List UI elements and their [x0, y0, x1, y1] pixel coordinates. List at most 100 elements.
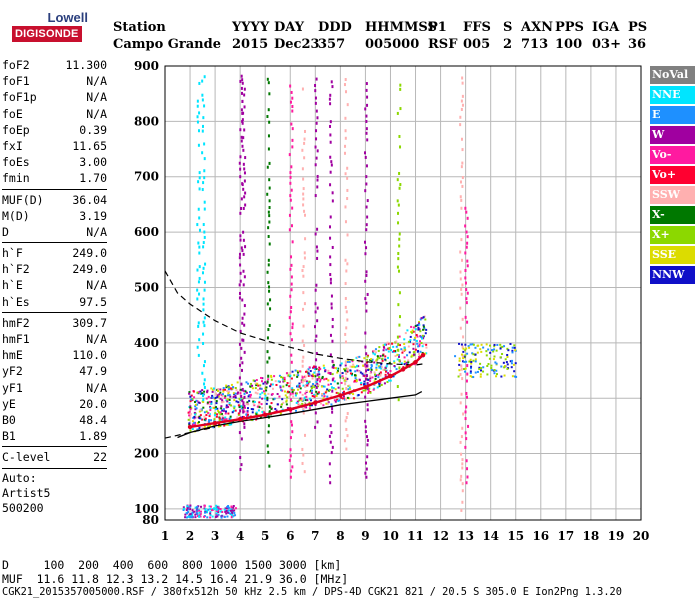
- f2-echo-dot: [228, 393, 231, 396]
- streak-dot: [304, 237, 307, 241]
- f2-echo-dot: [313, 395, 316, 398]
- streak-dot: [461, 94, 464, 98]
- streak-dot: [239, 363, 242, 367]
- es-echo-dot: [230, 505, 233, 508]
- streak-dot: [290, 353, 293, 357]
- streak-dot: [268, 410, 271, 414]
- f2-echo-dot: [228, 423, 231, 426]
- f2-echo-dot: [313, 386, 316, 389]
- f2-echo-dot: [403, 346, 406, 349]
- cluster-echo-dot: [463, 360, 466, 363]
- f2-echo-dot: [424, 318, 427, 321]
- header-value-cell: 2015: [232, 37, 269, 52]
- f2-echo-dot: [412, 347, 415, 350]
- f2-echo-dot: [309, 370, 312, 373]
- param-separator: [2, 311, 107, 313]
- f2-echo-dot: [354, 377, 357, 380]
- f2-echo-dot: [246, 410, 249, 413]
- es-echo-dot: [206, 516, 209, 519]
- streak-dot: [240, 139, 243, 143]
- streak-dot: [466, 320, 469, 324]
- streak-dot: [303, 256, 306, 260]
- f2-echo-dot: [246, 411, 249, 414]
- f2-echo-dot: [205, 397, 208, 400]
- param-label: h`F: [2, 246, 23, 261]
- param-label: B0: [2, 412, 16, 427]
- o-trace-point: [400, 367, 406, 372]
- f2-echo-dot: [196, 400, 199, 403]
- f2-echo-dot: [217, 387, 220, 390]
- streak-dot: [460, 287, 463, 291]
- f2-echo-dot: [362, 364, 365, 367]
- f2-echo-dot: [222, 389, 225, 392]
- f2-echo-dot: [291, 390, 294, 393]
- f2-echo-dot: [387, 356, 390, 359]
- f2-echo-dot: [275, 409, 278, 412]
- x-tick-label: 1: [161, 529, 169, 543]
- streak-dot: [289, 198, 292, 202]
- f2-echo-dot: [422, 316, 425, 319]
- x-tick-label: 10: [382, 529, 399, 543]
- cluster-echo-dot: [495, 373, 498, 376]
- streak-dot: [304, 129, 307, 133]
- streak-dot: [266, 396, 269, 400]
- streak-dot: [316, 256, 319, 260]
- streak-dot: [243, 87, 246, 91]
- o-trace-point: [263, 412, 268, 418]
- streak-dot: [197, 207, 200, 211]
- f2-echo-dot: [291, 392, 294, 395]
- streak-dot: [238, 376, 241, 380]
- es-echo-dot: [200, 505, 203, 508]
- f2-echo-dot: [195, 407, 198, 410]
- f2-echo-dot: [255, 413, 258, 416]
- streak-dot: [242, 206, 245, 210]
- f2-echo-dot: [281, 378, 284, 381]
- f2-echo-dot: [285, 399, 288, 402]
- streak-dot: [460, 474, 463, 478]
- streak-dot: [314, 194, 317, 198]
- param-row: B0 48.4: [2, 412, 107, 428]
- f2-echo-dot: [298, 385, 301, 388]
- streak-dot: [345, 310, 348, 314]
- streak-dot: [266, 350, 269, 354]
- f2-echo-dot: [264, 381, 267, 384]
- param-label: fxI: [2, 138, 23, 153]
- f2-echo-dot: [364, 372, 367, 375]
- streak-dot: [240, 74, 243, 78]
- f2-echo-dot: [348, 360, 351, 363]
- streak-dot: [329, 124, 332, 128]
- f2-echo-dot: [306, 384, 309, 387]
- es-echo-dot: [217, 509, 220, 512]
- f2-echo-dot: [376, 355, 379, 358]
- f2-echo-dot: [296, 375, 299, 378]
- f2-echo-dot: [269, 385, 272, 388]
- f2-echo-dot: [223, 424, 226, 427]
- legend-item: SSW: [650, 186, 695, 204]
- f2-echo-dot: [215, 415, 218, 418]
- o-trace-point: [413, 360, 418, 365]
- f2-echo-dot: [228, 403, 231, 406]
- es-echo-dot: [226, 515, 229, 518]
- streak-dot: [346, 233, 349, 237]
- streak-dot: [315, 351, 318, 355]
- f2-echo-dot: [210, 402, 213, 405]
- f2-echo-dot: [218, 423, 221, 426]
- streak-dot: [314, 302, 317, 306]
- streak-dot: [329, 155, 332, 159]
- f2-echo-dot: [257, 404, 260, 407]
- f2-echo-dot: [423, 328, 426, 331]
- streak-dot: [331, 325, 334, 329]
- f2-echo-dot: [372, 352, 375, 355]
- f2-echo-dot: [417, 322, 420, 325]
- f2-echo-dot: [243, 392, 246, 395]
- f2-echo-dot: [308, 401, 311, 404]
- param-label: foE: [2, 106, 23, 121]
- es-echo-dot: [194, 506, 197, 509]
- streak-dot: [464, 276, 467, 280]
- header-label-cell: YYYY: [232, 20, 270, 35]
- cluster-echo-dot: [506, 367, 509, 370]
- f2-echo-dot: [245, 415, 248, 418]
- streak-dot: [267, 134, 270, 138]
- cluster-echo-dot: [493, 369, 496, 372]
- f2-echo-dot: [288, 395, 291, 398]
